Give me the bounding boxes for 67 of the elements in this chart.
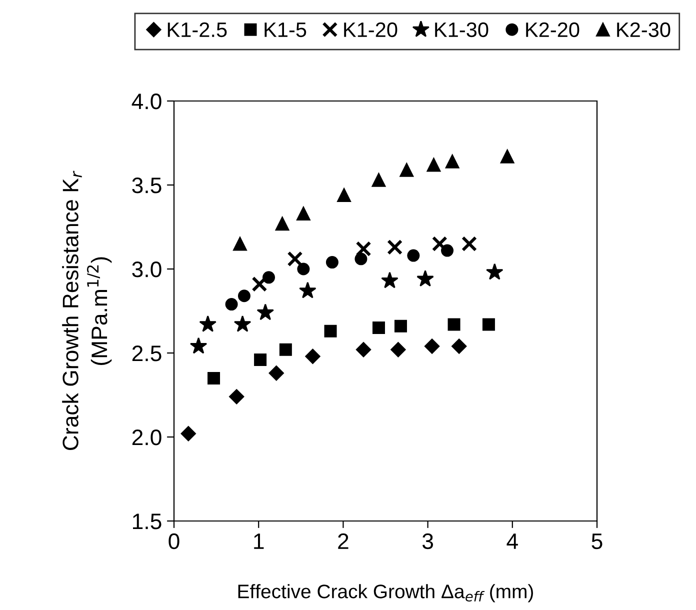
legend-label: K1-30 <box>435 22 488 38</box>
y-tick-label: 2.0 <box>132 430 162 446</box>
x-tick-label: 4 <box>506 534 518 549</box>
point <box>254 353 267 366</box>
point <box>356 342 372 358</box>
x-tick-label: 1 <box>254 534 264 549</box>
point <box>252 276 268 292</box>
legend-label: K1-5 <box>264 22 306 38</box>
point <box>229 389 244 404</box>
point <box>238 290 250 302</box>
point <box>394 320 407 332</box>
point <box>337 188 351 202</box>
y-tick-label: 3.5 <box>132 178 162 194</box>
legend-label: K2-30 <box>617 22 670 38</box>
point <box>296 206 310 221</box>
y-tick-label: 2.5 <box>132 346 162 362</box>
point <box>424 338 440 354</box>
point <box>452 338 467 354</box>
legend-label: K1-2.5 <box>168 22 227 38</box>
legend-label: K2-20 <box>526 22 580 38</box>
point <box>448 318 460 331</box>
point <box>381 272 398 288</box>
point <box>199 315 216 332</box>
point <box>426 158 441 172</box>
y-tick-label: 3.0 <box>132 262 162 278</box>
point <box>407 249 420 262</box>
text: Crack Growth Resistance K$_{r}$ (MPa.m$^{1/2}$) <box>62 170 112 450</box>
point <box>400 162 414 177</box>
point <box>416 270 434 287</box>
x-tick-label: 5 <box>592 534 602 550</box>
point <box>441 244 454 257</box>
point <box>233 236 247 251</box>
y-tick-label: 4.0 <box>132 94 162 110</box>
point <box>486 263 504 280</box>
x-axis-title: Effective Crack Growth Δa$_{eff}$ (mm) <box>238 584 533 602</box>
point <box>305 348 320 364</box>
point <box>180 426 196 442</box>
point <box>500 149 514 164</box>
y-tick-label: 1.5 <box>133 514 162 530</box>
point <box>262 271 275 284</box>
point <box>208 372 220 384</box>
point <box>287 251 303 267</box>
legend-label: K1-20 <box>344 22 398 38</box>
point <box>354 252 368 266</box>
point <box>299 282 316 298</box>
point <box>356 241 372 257</box>
point <box>461 236 478 252</box>
point <box>297 262 310 276</box>
point <box>234 315 252 332</box>
point <box>482 318 495 331</box>
x-tick-label: 0 <box>168 533 180 550</box>
point <box>432 236 448 252</box>
point <box>225 298 238 311</box>
x-tick-label: 2 <box>338 533 348 549</box>
point <box>256 304 274 320</box>
point <box>268 366 284 381</box>
x-tick-label: 3 <box>422 533 434 550</box>
point <box>387 239 403 255</box>
point <box>445 154 460 168</box>
point <box>326 256 338 269</box>
point <box>390 342 406 358</box>
point <box>279 343 292 356</box>
point <box>275 216 290 231</box>
point <box>372 173 386 187</box>
point <box>324 324 337 338</box>
point <box>190 337 208 354</box>
point <box>372 322 385 334</box>
